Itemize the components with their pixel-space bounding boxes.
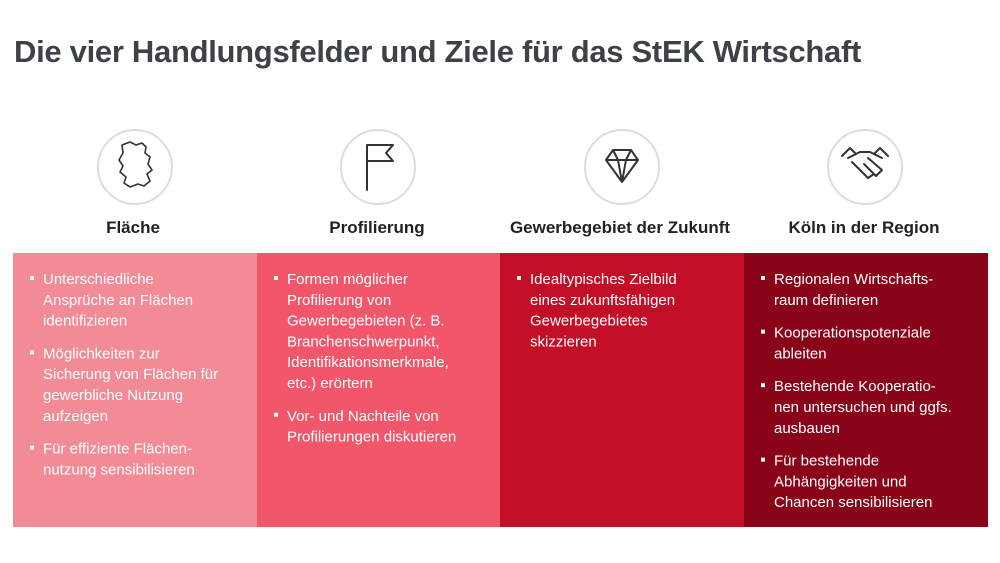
bullet-text: Profilierungen diskutieren (287, 429, 456, 446)
bullet-text: Identifikationsmerkmale, (287, 354, 449, 371)
icon-diamond (584, 129, 660, 205)
bullet-text: Für bestehende (774, 453, 879, 470)
bullet-text: ausbauen (774, 420, 840, 437)
bullet-text: etc.) erörtern (287, 375, 373, 392)
bullet-marker (761, 457, 765, 462)
panel (500, 253, 744, 527)
bullet-marker (761, 329, 765, 334)
column-heading: Köln in der Region (788, 218, 939, 237)
bullet-text: nutzung sensibilisieren (43, 461, 195, 478)
bullet-text: Gewerbegebieten (z. B. (287, 313, 445, 330)
bullet-marker (30, 350, 34, 355)
bullet-text: skizzieren (530, 333, 597, 350)
bullet-text: Formen möglicher (287, 271, 408, 288)
bullet-text: Chancen sensibilisieren (774, 494, 932, 511)
panel (257, 253, 501, 527)
bullet-text: Ansprüche an Flächen (43, 292, 193, 309)
bullet-text: identifizieren (43, 313, 127, 330)
bullet-text: Idealtypisches Zielbild (530, 271, 677, 288)
panel (744, 253, 988, 527)
bullet-marker (761, 383, 765, 388)
bullet-marker (517, 276, 521, 280)
bullet-text: gewerbliche Nutzung (43, 387, 183, 404)
panel (13, 253, 257, 527)
bullet-marker (761, 276, 765, 280)
bullet-marker (30, 276, 34, 280)
bullet-text: Profilierung von (287, 292, 391, 309)
bullet-text: raum definieren (774, 292, 878, 309)
bullet-text: Unterschiedliche (43, 271, 154, 288)
column-heading: Gewerbegebiet der Zukunft (510, 218, 730, 237)
bullet-text: Gewerbegebietes (530, 313, 648, 330)
column-heading: Profilierung (329, 218, 424, 237)
bullet-marker (274, 412, 278, 417)
bullet-text: Möglichkeiten zur (43, 345, 160, 362)
bullet-text: Regionalen Wirtschafts- (774, 271, 933, 288)
column-heading: Fläche (106, 218, 160, 237)
icon-flag (340, 129, 416, 205)
bullet-marker (30, 445, 34, 450)
bullet-text: ableiten (774, 345, 827, 362)
bullet-text: Bestehende Kooperatio- (774, 378, 936, 395)
bullet-text: Abhängigkeiten und (774, 473, 907, 490)
bullet-text: Für effiziente Flächen- (43, 441, 192, 458)
slide-title: Die vier Handlungsfelder und Ziele für d… (14, 34, 862, 69)
icon-handshake (827, 129, 903, 205)
bullet-text: Kooperationspotenziale (774, 325, 931, 342)
bullet-text: Branchenschwerpunkt, (287, 333, 440, 350)
bullet-text: Sicherung von Flächen für (43, 366, 218, 383)
bullet-marker (274, 276, 278, 280)
icon-germany (97, 129, 173, 205)
bullet-text: aufzeigen (43, 408, 108, 425)
bullet-text: eines zukunftsfähigen (530, 292, 675, 309)
bullet-text: nen untersuchen und ggfs. (774, 399, 952, 416)
bullet-text: Vor- und Nachteile von (287, 408, 439, 425)
